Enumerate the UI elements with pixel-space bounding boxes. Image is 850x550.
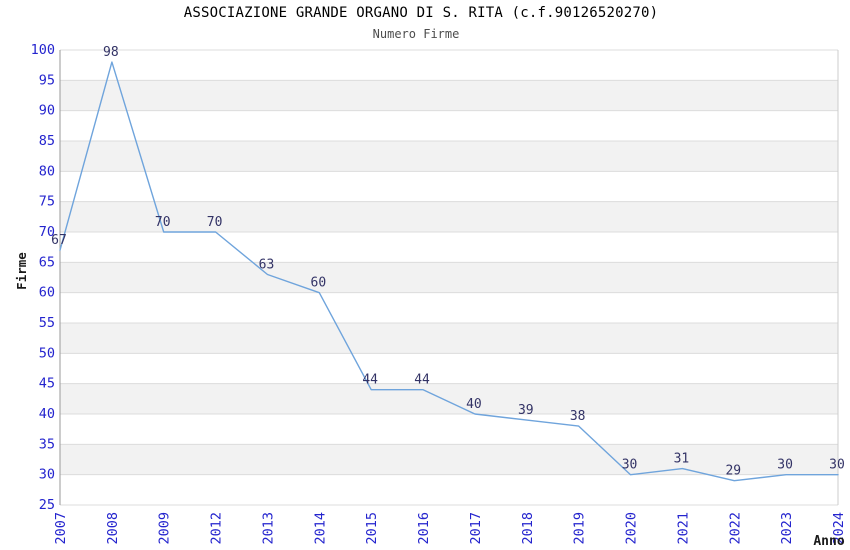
y-tick-label: 85 (39, 133, 55, 149)
plot-band (60, 383, 838, 414)
plot-band (60, 323, 838, 354)
chart-subtitle: Numero Firme (372, 27, 460, 41)
plot-band (60, 141, 838, 172)
data-point-label: 39 (518, 403, 534, 418)
y-tick-label: 90 (39, 103, 55, 119)
x-tick-label: 2023 (779, 512, 795, 545)
x-tick-label: 2020 (624, 512, 640, 545)
x-tick-label: 2022 (727, 512, 743, 545)
x-tick-label: 2019 (572, 512, 588, 545)
y-tick-label: 60 (39, 285, 55, 301)
x-tick-label: 2008 (105, 512, 121, 545)
data-point-label: 38 (570, 409, 586, 424)
data-point-label: 30 (622, 458, 638, 473)
y-tick-label: 70 (39, 224, 55, 240)
y-tick-label: 100 (31, 42, 55, 58)
y-tick-label: 80 (39, 163, 55, 179)
data-point-label: 63 (259, 257, 275, 272)
data-point-label: 44 (362, 373, 378, 388)
data-point-label: 30 (777, 458, 793, 473)
plot-band (60, 201, 838, 232)
x-tick-label: 2024 (831, 512, 847, 545)
data-point-label: 31 (674, 452, 690, 467)
data-point-label: 67 (51, 233, 67, 248)
y-tick-label: 25 (39, 497, 55, 513)
x-tick-label: 2013 (260, 512, 276, 545)
chart-title: ASSOCIAZIONE GRANDE ORGANO DI S. RITA (c… (183, 5, 659, 21)
data-point-label: 60 (311, 276, 327, 291)
y-axis-title: Firme (14, 252, 29, 290)
plot-band (60, 444, 838, 475)
data-point-label: 30 (829, 458, 845, 473)
data-point-label: 70 (155, 215, 171, 230)
x-tick-label: 2014 (312, 512, 328, 545)
y-tick-label: 45 (39, 376, 55, 392)
data-point-label: 98 (103, 45, 119, 60)
y-tick-label: 65 (39, 254, 55, 270)
y-tick-label: 30 (39, 467, 55, 483)
data-point-label: 44 (414, 373, 430, 388)
data-point-label: 70 (207, 215, 223, 230)
y-tick-label: 50 (39, 345, 55, 361)
y-tick-label: 35 (39, 436, 55, 452)
x-tick-label: 2009 (157, 512, 173, 545)
y-tick-label: 95 (39, 72, 55, 88)
x-tick-label: 2007 (53, 512, 69, 545)
x-tick-label: 2021 (675, 512, 691, 545)
x-tick-label: 2017 (468, 512, 484, 545)
x-tick-label: 2016 (416, 512, 432, 545)
x-tick-label: 2015 (364, 512, 380, 545)
data-point-label: 40 (466, 397, 482, 412)
plot-band (60, 262, 838, 293)
x-axis-title: Anno (813, 534, 844, 549)
x-tick-label: 2018 (520, 512, 536, 545)
data-point-label: 29 (725, 464, 741, 479)
y-tick-label: 75 (39, 194, 55, 210)
y-tick-label: 40 (39, 406, 55, 422)
series-line (59, 61, 839, 482)
plot-band (60, 80, 838, 111)
x-tick-label: 2012 (209, 512, 225, 545)
y-tick-label: 55 (39, 315, 55, 331)
